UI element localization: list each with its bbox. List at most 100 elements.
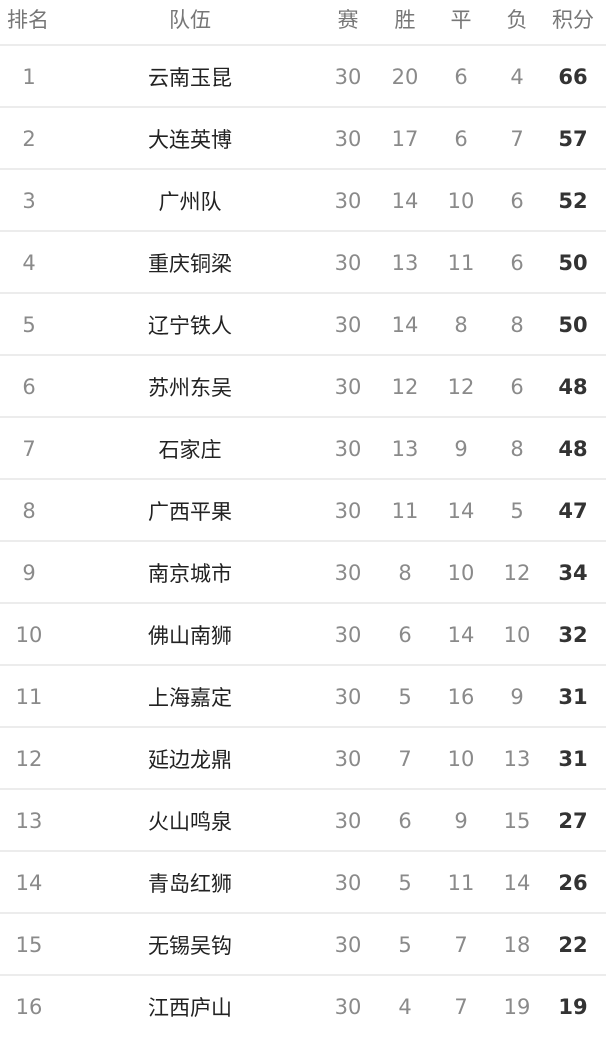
cell-won: 8 [398, 561, 412, 585]
cell-rank: 13 [15, 809, 43, 833]
cell-team: 青岛红狮 [148, 872, 232, 896]
table-row: 1 云南玉昆 30 20 6 4 66 [0, 46, 606, 108]
cell-played: 30 [334, 189, 362, 213]
cell-points: 26 [558, 871, 588, 895]
row-divider [0, 168, 606, 170]
cell-rank: 16 [15, 995, 43, 1019]
cell-played: 30 [334, 313, 362, 337]
cell-drawn: 9 [454, 437, 468, 461]
table-row: 4 重庆铜梁 30 13 11 6 50 [0, 232, 606, 294]
cell-won: 11 [391, 499, 419, 523]
cell-team: 大连英博 [148, 128, 232, 152]
cell-drawn: 10 [447, 747, 475, 771]
table-row: 2 大连英博 30 17 6 7 57 [0, 108, 606, 170]
table-row: 5 辽宁铁人 30 14 8 8 50 [0, 294, 606, 356]
header-won: 胜 [394, 8, 416, 32]
table-header: 排名 队伍 赛 胜 平 负 积分 [0, 0, 606, 44]
cell-played: 30 [334, 561, 362, 585]
cell-won: 17 [391, 127, 419, 151]
cell-lost: 7 [510, 127, 524, 151]
cell-lost: 6 [510, 251, 524, 275]
row-divider [0, 106, 606, 108]
cell-rank: 9 [22, 561, 36, 585]
cell-lost: 10 [503, 623, 531, 647]
table-row: 3 广州队 30 14 10 6 52 [0, 170, 606, 232]
cell-drawn: 11 [447, 871, 475, 895]
cell-team: 江西庐山 [148, 996, 232, 1020]
cell-team: 广西平果 [148, 500, 232, 524]
cell-drawn: 11 [447, 251, 475, 275]
cell-won: 13 [391, 437, 419, 461]
cell-rank: 14 [15, 871, 43, 895]
cell-team: 苏州东吴 [148, 376, 232, 400]
cell-played: 30 [334, 251, 362, 275]
cell-team: 火山鸣泉 [148, 810, 232, 834]
cell-played: 30 [334, 499, 362, 523]
cell-drawn: 7 [454, 995, 468, 1019]
cell-lost: 9 [510, 685, 524, 709]
cell-drawn: 9 [454, 809, 468, 833]
table-row: 13 火山鸣泉 30 6 9 15 27 [0, 790, 606, 852]
row-divider [0, 354, 606, 356]
cell-won: 6 [398, 623, 412, 647]
cell-played: 30 [334, 871, 362, 895]
header-played: 赛 [337, 8, 359, 32]
table-row: 10 佛山南狮 30 6 14 10 32 [0, 604, 606, 666]
cell-team: 无锡吴钩 [148, 934, 232, 958]
cell-won: 5 [398, 871, 412, 895]
row-divider [0, 788, 606, 790]
cell-drawn: 14 [447, 623, 475, 647]
cell-won: 4 [398, 995, 412, 1019]
cell-won: 5 [398, 685, 412, 709]
cell-lost: 8 [510, 437, 524, 461]
cell-team: 石家庄 [158, 438, 222, 462]
cell-lost: 12 [503, 561, 531, 585]
table-row: 6 苏州东吴 30 12 12 6 48 [0, 356, 606, 418]
header-lost: 负 [506, 8, 528, 32]
table-row: 14 青岛红狮 30 5 11 14 26 [0, 852, 606, 914]
cell-played: 30 [334, 65, 362, 89]
cell-drawn: 10 [447, 561, 475, 585]
cell-rank: 7 [22, 437, 36, 461]
cell-team: 南京城市 [148, 562, 232, 586]
cell-rank: 11 [15, 685, 43, 709]
cell-won: 6 [398, 809, 412, 833]
row-divider [0, 912, 606, 914]
cell-won: 7 [398, 747, 412, 771]
cell-rank: 5 [22, 313, 36, 337]
cell-lost: 13 [503, 747, 531, 771]
cell-points: 47 [558, 499, 588, 523]
cell-played: 30 [334, 995, 362, 1019]
cell-lost: 6 [510, 375, 524, 399]
cell-team: 延边龙鼎 [148, 748, 232, 772]
cell-won: 12 [391, 375, 419, 399]
cell-rank: 2 [22, 127, 36, 151]
table-row: 7 石家庄 30 13 9 8 48 [0, 418, 606, 480]
cell-points: 31 [558, 685, 588, 709]
table-row: 12 延边龙鼎 30 7 10 13 31 [0, 728, 606, 790]
cell-rank: 15 [15, 933, 43, 957]
cell-lost: 8 [510, 313, 524, 337]
cell-rank: 4 [22, 251, 36, 275]
row-divider [0, 540, 606, 542]
cell-rank: 8 [22, 499, 36, 523]
cell-team: 上海嘉定 [148, 686, 232, 710]
table-row: 8 广西平果 30 11 14 5 47 [0, 480, 606, 542]
cell-drawn: 6 [454, 127, 468, 151]
cell-points: 48 [558, 375, 588, 399]
table-row: 9 南京城市 30 8 10 12 34 [0, 542, 606, 604]
cell-lost: 18 [503, 933, 531, 957]
cell-rank: 12 [15, 747, 43, 771]
row-divider [0, 726, 606, 728]
cell-won: 20 [391, 65, 419, 89]
cell-drawn: 8 [454, 313, 468, 337]
cell-drawn: 14 [447, 499, 475, 523]
cell-played: 30 [334, 933, 362, 957]
cell-played: 30 [334, 809, 362, 833]
cell-points: 27 [558, 809, 588, 833]
cell-points: 31 [558, 747, 588, 771]
row-divider [0, 44, 606, 46]
cell-won: 5 [398, 933, 412, 957]
cell-team: 佛山南狮 [148, 624, 232, 648]
cell-lost: 15 [503, 809, 531, 833]
